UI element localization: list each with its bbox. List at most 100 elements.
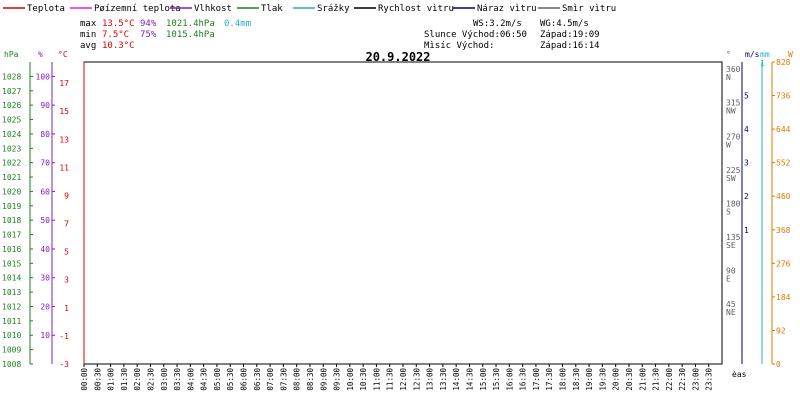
tick-label-x: 21:30 — [652, 368, 661, 391]
tick-label-w: 552 — [776, 159, 791, 168]
tick-label-w: 736 — [776, 92, 791, 101]
tick-label-x: 17:00 — [532, 368, 541, 391]
legend-label-prizemni: Pøízemní teplota — [94, 4, 181, 14]
tick-label-x: 11:00 — [372, 368, 381, 391]
tick-label-x: 22:00 — [665, 368, 674, 391]
tick-label-deg: 135 — [726, 233, 741, 242]
tick-label-pct: 30 — [40, 274, 50, 283]
tick-label-w: 644 — [776, 125, 791, 134]
tick-label-x: 19:30 — [598, 368, 607, 391]
tick-label-x: 03:30 — [173, 368, 182, 391]
tick-label-x: 12:00 — [399, 368, 408, 391]
tick-label-pct: 10 — [40, 331, 50, 340]
tick-label-dir: SE — [726, 241, 736, 250]
tick-label-x: 01:00 — [107, 368, 116, 391]
tick-label-x: 21:00 — [638, 368, 647, 391]
tick-label-hpa: 1021 — [2, 173, 21, 182]
tick-label-x: 23:00 — [691, 368, 700, 391]
stats-block: max 13.5°C 94% 1021.4hPa 0.4mm min 7.5°C… — [80, 19, 251, 51]
tick-label-pct: 100 — [36, 72, 51, 81]
tick-label-x: 04:30 — [200, 368, 209, 391]
tick-label-x: 07:30 — [279, 368, 288, 391]
info-ws: WS:3.2m/s — [473, 19, 522, 29]
tick-label-x: 00:00 — [80, 368, 89, 391]
tick-label-w: 0 — [776, 360, 781, 369]
stat-min-temp: 7.5°C — [102, 30, 129, 40]
unit-mm: mm — [760, 50, 770, 59]
tick-label-ms: 4 — [744, 125, 749, 134]
tick-label-w: 92 — [776, 326, 786, 335]
tick-label-x: 11:30 — [386, 368, 395, 391]
tick-label-hpa: 1023 — [2, 144, 21, 153]
tick-label-deg: 270 — [726, 132, 741, 141]
tick-label-dir: NE — [726, 308, 736, 317]
tick-label-c: 17 — [59, 79, 69, 88]
stat-min-hum: 75% — [140, 30, 157, 40]
tick-label-hpa: 1009 — [2, 346, 21, 355]
tick-label-ms: 5 — [744, 92, 749, 101]
chart-title: 20.9.2022 — [365, 50, 430, 64]
axis-units: hPa % °C ° m/s mm W èas — [4, 50, 793, 379]
tick-label-deg: 45 — [726, 300, 736, 309]
info-moonrise: Mìsíc Východ: — [424, 41, 494, 51]
tick-label-x: 23:30 — [705, 368, 714, 391]
legend-label-tlak: Tlak — [261, 4, 283, 14]
tick-label-hpa: 1008 — [2, 360, 21, 369]
tick-label-pct: 60 — [40, 187, 50, 196]
tick-label-x: 14:00 — [452, 368, 461, 391]
unit-w: W — [788, 50, 793, 59]
tick-label-x: 13:30 — [439, 368, 448, 391]
tick-label-hpa: 1024 — [2, 130, 21, 139]
tick-label-x: 19:00 — [585, 368, 594, 391]
tick-label-hpa: 1015 — [2, 259, 21, 268]
stat-avg-label: avg — [80, 41, 96, 51]
tick-label-hpa: 1012 — [2, 302, 21, 311]
info-sunrise: Slunce Východ:06:50 — [424, 30, 527, 40]
tick-label-hpa: 1016 — [2, 245, 21, 254]
tick-label-hpa: 1025 — [2, 116, 21, 125]
tick-label-x: 02:30 — [146, 368, 155, 391]
tick-label-hpa: 1022 — [2, 159, 21, 168]
stat-min-press: 1015.4hPa — [166, 30, 215, 40]
tick-label-c: 7 — [64, 220, 69, 229]
tick-label-x: 15:00 — [479, 368, 488, 391]
legend-label-vlhkost: Vlhkost — [194, 4, 232, 14]
tick-label-hpa: 1020 — [2, 187, 21, 196]
legend-label-rychlost: Rychlost vìtru — [378, 4, 454, 14]
tick-label-ms: 2 — [744, 192, 749, 201]
tick-label-hpa: 1027 — [2, 87, 21, 96]
axes: 1008100910101011101210131014101510161017… — [2, 58, 791, 391]
tick-label-x: 14:30 — [465, 368, 474, 391]
stat-max-press: 1021.4hPa — [166, 19, 215, 29]
tick-label-hpa: 1014 — [2, 274, 21, 283]
tick-label-w: 368 — [776, 226, 791, 235]
tick-label-x: 15:30 — [492, 368, 501, 391]
tick-label-x: 04:00 — [186, 368, 195, 391]
tick-label-x: 06:30 — [253, 368, 262, 391]
tick-label-x: 01:30 — [120, 368, 129, 391]
tick-label-w: 460 — [776, 192, 791, 201]
unit-time: èas — [732, 369, 747, 379]
tick-label-c: 9 — [64, 191, 69, 200]
tick-label-dir: NW — [726, 107, 736, 116]
unit-hpa: hPa — [4, 50, 19, 59]
stat-max-label: max — [80, 19, 97, 29]
tick-label-x: 03:00 — [160, 368, 169, 391]
info-block: WS:3.2m/s WG:4.5m/s Slunce Východ:06:50 … — [424, 19, 600, 51]
tick-label-x: 17:30 — [545, 368, 554, 391]
unit-deg: ° — [726, 50, 731, 59]
tick-label-x: 02:00 — [133, 368, 142, 391]
tick-label-hpa: 1019 — [2, 202, 21, 211]
tick-label-pct: 40 — [40, 245, 50, 254]
tick-label-x: 20:30 — [625, 368, 634, 391]
tick-label-x: 00:30 — [93, 368, 102, 391]
tick-label-x: 13:00 — [426, 368, 435, 391]
tick-label-deg: 90 — [726, 267, 736, 276]
legend-label-srazky: Srážky — [317, 4, 350, 14]
tick-label-deg: 225 — [726, 166, 741, 175]
tick-label-x: 10:00 — [346, 368, 355, 391]
stat-max-hum: 94% — [140, 19, 157, 29]
tick-label-dir: E — [726, 275, 731, 284]
tick-label-deg: 315 — [726, 99, 741, 108]
